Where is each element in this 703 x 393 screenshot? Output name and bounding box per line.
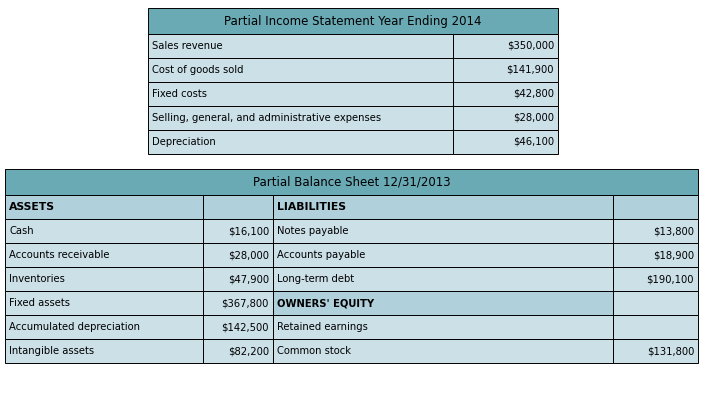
Bar [148,8,558,34]
Bar [203,195,273,219]
Text: Common stock: Common stock [277,346,351,356]
Bar [453,130,558,154]
Text: Intangible assets: Intangible assets [9,346,94,356]
Bar [5,195,203,219]
Text: $82,200: $82,200 [228,346,269,356]
Bar [273,339,613,363]
Bar [453,34,558,58]
Bar [203,267,273,291]
Bar [5,291,203,315]
Text: Retained earnings: Retained earnings [277,322,368,332]
Bar [453,106,558,130]
Bar [273,195,613,219]
Text: $28,000: $28,000 [513,113,554,123]
Text: Cash: Cash [9,226,34,236]
Bar [5,169,698,195]
Bar [613,291,698,315]
Text: $46,100: $46,100 [513,137,554,147]
Text: Notes payable: Notes payable [277,226,349,236]
Text: Sales revenue: Sales revenue [152,41,223,51]
Bar [453,58,558,82]
Bar [613,339,698,363]
Text: Fixed costs: Fixed costs [152,89,207,99]
Bar [148,130,453,154]
Text: $190,100: $190,100 [647,274,694,284]
Bar [273,243,613,267]
Bar [613,267,698,291]
Text: Depreciation: Depreciation [152,137,216,147]
Text: Selling, general, and administrative expenses: Selling, general, and administrative exp… [152,113,381,123]
Text: $13,800: $13,800 [653,226,694,236]
Bar [273,267,613,291]
Text: $16,100: $16,100 [228,226,269,236]
Text: $28,000: $28,000 [228,250,269,260]
Bar [203,291,273,315]
Text: Cost of goods sold: Cost of goods sold [152,65,243,75]
Text: $350,000: $350,000 [507,41,554,51]
Bar [613,243,698,267]
Text: Partial Income Statement Year Ending 2014: Partial Income Statement Year Ending 201… [224,15,482,28]
Text: $18,900: $18,900 [653,250,694,260]
Text: OWNERS' EQUITY: OWNERS' EQUITY [277,298,374,308]
Text: $47,900: $47,900 [228,274,269,284]
Bar [273,291,613,315]
Bar [613,315,698,339]
Text: $367,800: $367,800 [221,298,269,308]
Bar [273,219,613,243]
Bar [148,106,453,130]
Bar [5,243,203,267]
Text: $141,900: $141,900 [506,65,554,75]
Text: $42,800: $42,800 [513,89,554,99]
Text: Long-term debt: Long-term debt [277,274,354,284]
Bar [5,267,203,291]
Bar [5,339,203,363]
Text: Accumulated depreciation: Accumulated depreciation [9,322,140,332]
Text: Partial Balance Sheet 12/31/2013: Partial Balance Sheet 12/31/2013 [252,176,451,189]
Text: Accounts receivable: Accounts receivable [9,250,110,260]
Bar [148,58,453,82]
Text: $131,800: $131,800 [647,346,694,356]
Text: Accounts payable: Accounts payable [277,250,366,260]
Bar [203,339,273,363]
Text: Inventories: Inventories [9,274,65,284]
Text: LIABILITIES: LIABILITIES [277,202,346,212]
Bar [203,243,273,267]
Bar [5,219,203,243]
Bar [273,315,613,339]
Bar [613,195,698,219]
Bar [5,315,203,339]
Bar [613,219,698,243]
Text: ASSETS: ASSETS [9,202,55,212]
Text: Fixed assets: Fixed assets [9,298,70,308]
Bar [453,82,558,106]
Bar [203,219,273,243]
Bar [148,82,453,106]
Bar [203,315,273,339]
Text: $142,500: $142,500 [221,322,269,332]
Bar [148,34,453,58]
